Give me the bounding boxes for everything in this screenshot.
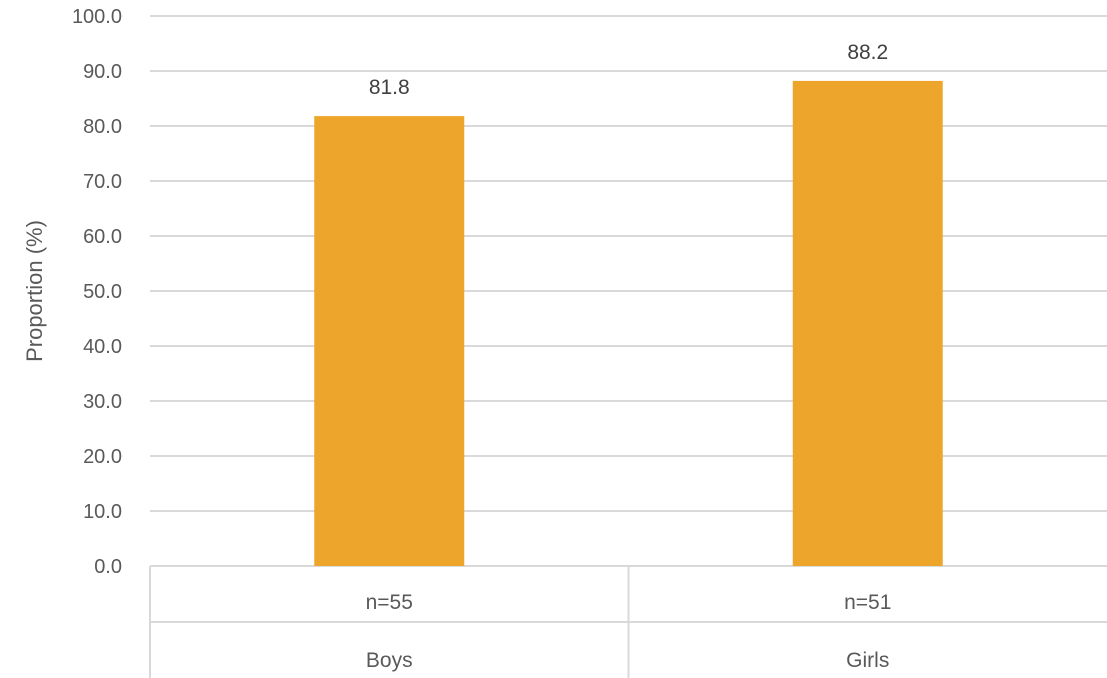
y-axis-tick-labels: 0.0 10.0 20.0 30.0 40.0 50.0 60.0 70.0 80.0 90.0 1… [72, 6, 122, 578]
bar-girls [792, 80, 943, 567]
y-tick-label: 20.0 [83, 446, 122, 468]
y-tick-label: 40.0 [83, 336, 122, 358]
sample-size-label: n=55 [366, 591, 413, 614]
sample-size-label: n=51 [844, 591, 891, 614]
bars [314, 80, 943, 567]
y-tick-label: 90.0 [83, 61, 122, 83]
data-label: 81.8 [369, 76, 410, 99]
category-axis: n=55 Boys n=51 Girls [149, 566, 1107, 678]
y-tick-label: 70.0 [83, 171, 122, 193]
y-tick-label: 100.0 [72, 6, 122, 28]
category-label: Girls [846, 649, 889, 672]
bar-boys [314, 116, 465, 566]
category-label: Boys [366, 649, 413, 672]
y-tick-label: 50.0 [83, 281, 122, 303]
y-tick-label: 10.0 [83, 501, 122, 523]
data-label: 88.2 [847, 41, 888, 64]
y-tick-label: 80.0 [83, 116, 122, 138]
y-axis-title: Proportion (%) [22, 220, 47, 362]
data-labels: 81.8 88.2 [369, 41, 888, 99]
y-tick-label: 30.0 [83, 391, 122, 413]
y-tick-label: 0.0 [94, 556, 122, 578]
y-tick-label: 60.0 [83, 226, 122, 248]
gridlines [150, 15, 1107, 567]
